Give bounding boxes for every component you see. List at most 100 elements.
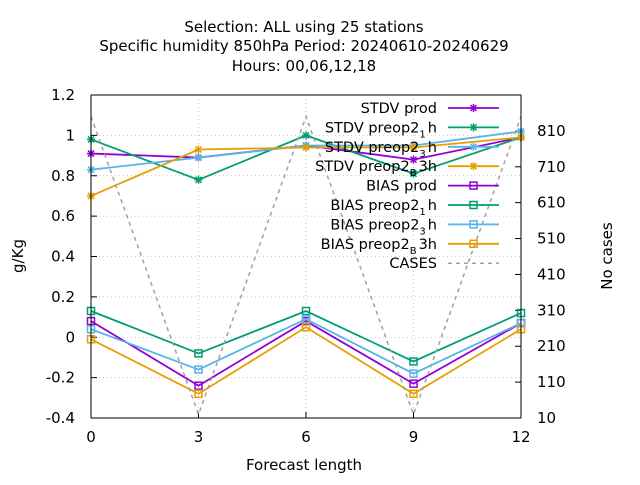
y2-tick-label: 710 (537, 158, 566, 176)
legend-label-main: CASES (389, 256, 437, 272)
data-point (194, 145, 203, 154)
legend-label: CASES (389, 256, 437, 272)
axis-ticks: -0.4 -0.2 0 0.2 0.4 0.6 0.8 1 1.2 0 3 6 9 12 10 110 210 3… (46, 86, 566, 446)
legend-label-sub: 3 (419, 149, 425, 160)
series-line (90, 310, 522, 363)
series-line (90, 326, 522, 395)
series-layer (86, 114, 526, 417)
legend-label-sub: 3 (419, 226, 425, 237)
legend-label: STDV preop2B 3h (315, 159, 437, 179)
y2-axis-label: No cases (598, 222, 616, 290)
legend-entry: STDV preop2B 3h (315, 159, 499, 179)
series-4 (86, 316, 526, 390)
legend-label: STDV prod (361, 101, 437, 117)
legend-sample-marker (469, 142, 478, 151)
legend-entry: BIAS preop2B 3h (321, 237, 499, 257)
y2-tick-label: 510 (537, 230, 566, 248)
data-point (301, 314, 311, 324)
legend-sample-marker (469, 162, 478, 171)
plot-border (90, 94, 522, 419)
data-point (194, 389, 203, 399)
data-point (194, 365, 203, 374)
data-point (409, 169, 418, 178)
y2-tick-label: 110 (537, 373, 566, 391)
data-point (409, 369, 418, 378)
data-point (194, 153, 203, 162)
legend-sample-marker (469, 220, 478, 229)
legend-label-tail: 3h (419, 159, 437, 175)
legend-label-main: STDV preop2 (325, 120, 420, 136)
data-point (302, 131, 310, 140)
y-tick-label: 0.6 (51, 207, 75, 225)
legend-entry: BIAS preop23 h (330, 217, 499, 237)
x-tick-label: 12 (511, 428, 530, 446)
y2-tick-label: 210 (537, 337, 566, 355)
chart-title-line-3: Hours: 00,06,12,18 (232, 57, 376, 75)
legend-label-sub: 1 (419, 207, 425, 218)
legend-entry: STDV prod (361, 101, 499, 117)
series-8 (90, 114, 522, 417)
x-tick-label: 3 (194, 428, 204, 446)
y-tick-label: -0.4 (46, 409, 75, 427)
legend-label: STDV preop21 h (325, 120, 437, 140)
legend-entry: CASES (389, 256, 499, 272)
y-axis-label: g/Kg (9, 239, 27, 273)
y-tick-label: 1 (65, 126, 75, 144)
series-line (90, 114, 522, 417)
data-point (302, 143, 310, 152)
legend-sample-marker (469, 104, 478, 112)
y2-tick-label: 810 (537, 122, 566, 140)
data-point (409, 357, 418, 366)
y-tick-label: 0.8 (51, 167, 75, 185)
data-point (194, 381, 203, 390)
y2-tick-label: 10 (537, 409, 556, 427)
legend-label-main: BIAS preop2 (321, 237, 410, 253)
legend-sample-marker (469, 181, 478, 190)
x-axis-label: Forecast length (246, 456, 362, 474)
y-tick-label: 1.2 (51, 86, 75, 104)
data-point (301, 322, 311, 332)
y2-tick-label: 310 (537, 301, 566, 319)
data-point (194, 175, 203, 184)
legend-label-tail: h (428, 140, 437, 156)
series-line (90, 318, 522, 375)
legend-label-main: STDV preop2 (325, 140, 420, 156)
data-point (409, 143, 418, 152)
y-tick-label: 0 (65, 328, 75, 346)
x-tick-label: 6 (301, 428, 311, 446)
legend-label-sub: B (410, 246, 417, 257)
data-point (409, 389, 418, 399)
y2-tick-label: 410 (537, 265, 566, 283)
legend-label-tail: h (428, 198, 437, 214)
legend-label: BIAS preop2B 3h (321, 237, 437, 257)
legend-label-main: STDV preop2 (315, 159, 410, 175)
chart-title-line-1: Selection: ALL using 25 stations (184, 18, 423, 36)
data-point (194, 349, 203, 358)
y-tick-label: -0.2 (46, 369, 75, 387)
legend-sample-marker (469, 123, 478, 132)
legend-label: BIAS prod (366, 179, 437, 195)
legend-entry: BIAS prod (366, 179, 499, 195)
y-tick-label: 0.4 (51, 248, 75, 266)
legend-label-tail: h (428, 217, 437, 233)
legend-entry: STDV preop21 h (325, 120, 499, 140)
legend-entry: STDV preop23 h (325, 140, 499, 160)
data-point (409, 379, 418, 388)
legend-label: STDV preop23 h (325, 140, 437, 160)
legend-label-main: BIAS preop2 (330, 198, 419, 214)
data-point (301, 306, 311, 316)
legend-label: BIAS preop21 h (330, 198, 437, 218)
legend-label-sub: B (410, 168, 417, 179)
legend-label-main: BIAS preop2 (330, 217, 419, 233)
legend-label-main: STDV prod (361, 101, 437, 117)
legend-label-main: BIAS prod (366, 179, 437, 195)
x-tick-label: 0 (86, 428, 96, 446)
y-tick-label: 0.2 (51, 288, 75, 306)
legend-label-tail: h (428, 120, 437, 136)
x-tick-label: 9 (409, 428, 419, 446)
legend-sample-marker (469, 239, 478, 249)
chart-title-line-2: Specific humidity 850hPa Period: 2024061… (99, 37, 508, 55)
